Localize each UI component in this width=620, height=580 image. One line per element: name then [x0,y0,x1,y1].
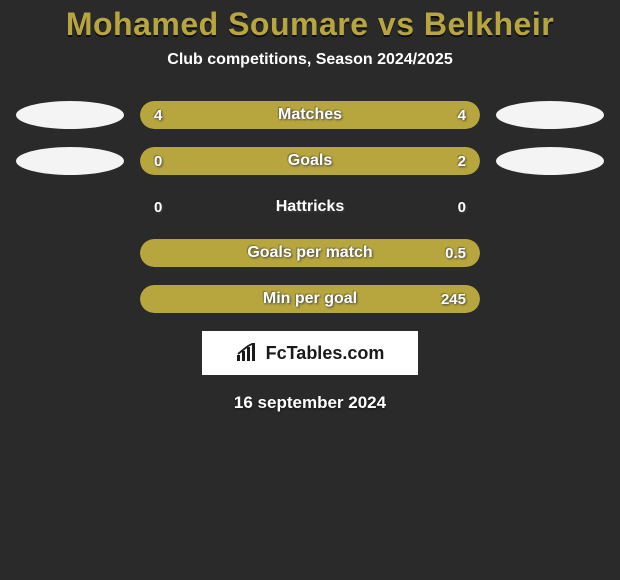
comparison-row: 0Goals2 [0,147,620,175]
right-value: 245 [441,285,466,313]
stat-bar: 0Hattricks0 [140,193,480,221]
page-title: Mohamed Soumare vs Belkheir [0,6,620,43]
stat-label: Hattricks [140,193,480,221]
right-ellipse [496,101,604,129]
bar-chart-icon [236,343,260,363]
left-ellipse [16,101,124,129]
right-side [490,101,610,129]
right-ellipse [496,147,604,175]
right-side [490,239,610,267]
stat-label: Goals per match [140,239,480,267]
infographic-root: Mohamed Soumare vs Belkheir Club competi… [0,0,620,580]
subtitle: Club competitions, Season 2024/2025 [0,51,620,69]
right-side [490,147,610,175]
stat-bar: Min per goal245 [140,285,480,313]
left-side [10,285,130,313]
stat-label: Matches [140,101,480,129]
left-side [10,147,130,175]
stat-label: Goals [140,147,480,175]
brand-text: FcTables.com [266,343,385,364]
brand-box: FcTables.com [202,331,418,375]
left-side [10,239,130,267]
comparison-rows: 4Matches40Goals20Hattricks0Goals per mat… [0,101,620,313]
right-value: 4 [458,101,466,129]
comparison-row: Min per goal245 [0,285,620,313]
stat-label: Min per goal [140,285,480,313]
stat-bar: 4Matches4 [140,101,480,129]
left-side [10,101,130,129]
right-value: 2 [458,147,466,175]
right-value: 0.5 [445,239,466,267]
comparison-row: Goals per match0.5 [0,239,620,267]
comparison-row: 4Matches4 [0,101,620,129]
right-side [490,193,610,221]
right-side [490,285,610,313]
right-value: 0 [458,193,466,221]
date-text: 16 september 2024 [0,393,620,413]
stat-bar: 0Goals2 [140,147,480,175]
left-side [10,193,130,221]
left-ellipse [16,147,124,175]
stat-bar: Goals per match0.5 [140,239,480,267]
comparison-row: 0Hattricks0 [0,193,620,221]
